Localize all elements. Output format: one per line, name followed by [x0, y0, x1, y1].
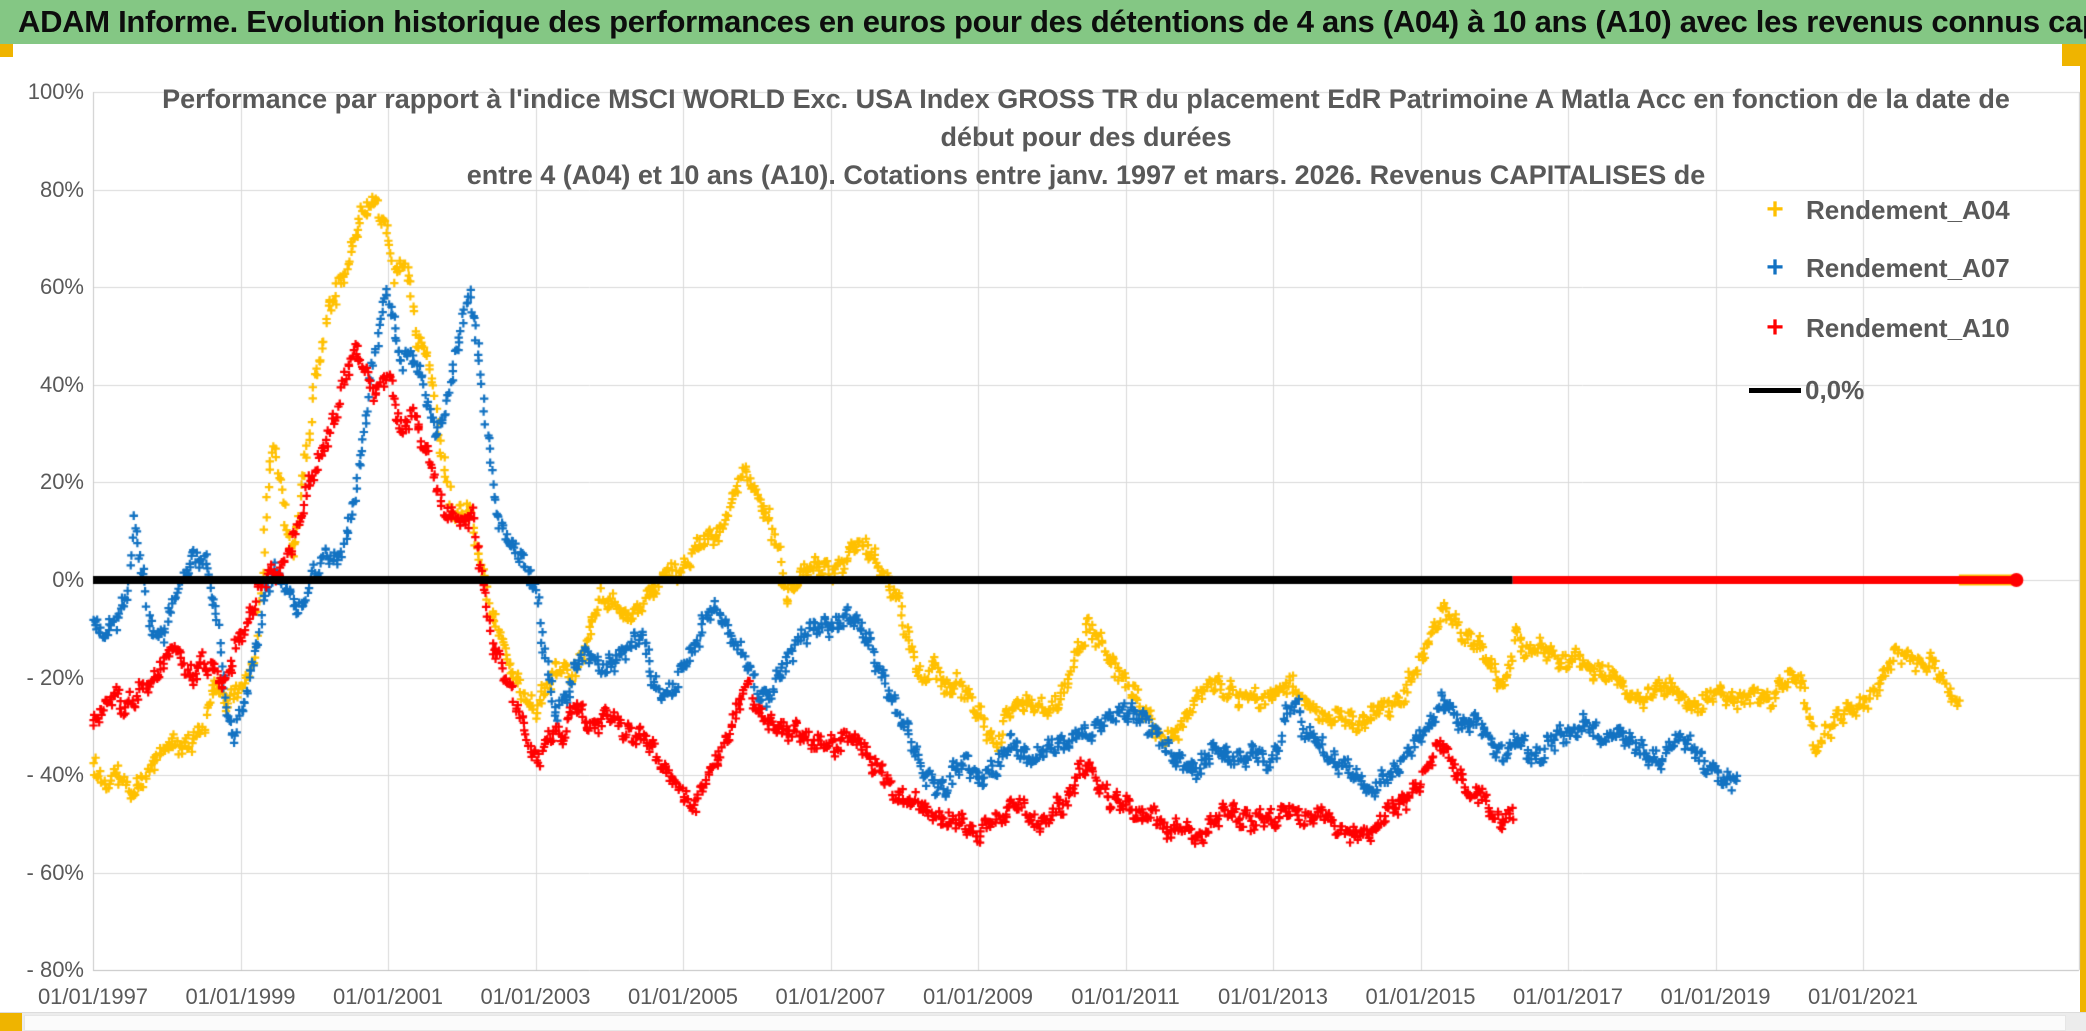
y-tick-label: 80%	[39, 176, 84, 202]
x-tick-label: 01/01/2003	[480, 984, 591, 1009]
legend-plus-marker-icon: +	[1766, 311, 1784, 344]
y-tick-label: 60%	[39, 274, 84, 300]
x-tick-label: 01/01/2019	[1660, 984, 1771, 1009]
y-tick-label: 0%	[52, 567, 84, 592]
y-tick-label: 100%	[27, 79, 84, 105]
y-tick-label: - 20%	[26, 664, 84, 690]
x-tick-label: 01/01/2021	[1807, 984, 1919, 1009]
legend-label: 0,0%	[1805, 374, 1865, 405]
legend-label: Rendement_A10	[1806, 312, 2010, 343]
legend-item-rendement-a04: + Rendement_A04	[1748, 192, 2010, 228]
legend-plus-marker-icon: +	[1766, 193, 1784, 226]
x-tick-label: 01/01/2001	[332, 984, 444, 1009]
x-tick-label: 01/01/2013	[1217, 984, 1329, 1009]
legend-item-rendement-a10: + Rendement_A10	[1748, 310, 2010, 346]
legend-item-rendement-a07: + Rendement_A07	[1748, 250, 2010, 286]
y-tick-label: - 40%	[26, 762, 84, 788]
y-tick-label: 20%	[39, 469, 84, 495]
legend-line-marker-icon	[1749, 387, 1801, 393]
x-tick-label: 01/01/2015	[1365, 984, 1476, 1009]
legend-plus-marker-icon: +	[1766, 251, 1784, 284]
scrollbar-thumb[interactable]	[24, 1015, 2066, 1031]
x-tick-label: 01/01/1999	[185, 984, 296, 1009]
x-tick-label: 01/01/1997	[37, 984, 149, 1009]
x-tick-label: 01/01/2017	[1512, 984, 1624, 1009]
legend-item-0-0-: 0,0%	[1748, 372, 1864, 408]
y-tick-label: - 60%	[26, 859, 84, 885]
x-tick-label: 01/01/2011	[1071, 984, 1180, 1009]
y-tick-label: - 80%	[26, 957, 84, 983]
horizontal-scrollbar[interactable]	[0, 1012, 2086, 1031]
legend-label: Rendement_A04	[1806, 194, 2010, 225]
scrollbar-gold-accent	[0, 1013, 22, 1031]
y-tick-label: 40%	[39, 371, 84, 397]
x-tick-label: 01/01/2007	[775, 984, 886, 1009]
x-tick-label: 01/01/2005	[627, 984, 739, 1009]
x-tick-label: 01/01/2009	[922, 984, 1034, 1009]
legend-label: Rendement_A07	[1806, 252, 2010, 283]
